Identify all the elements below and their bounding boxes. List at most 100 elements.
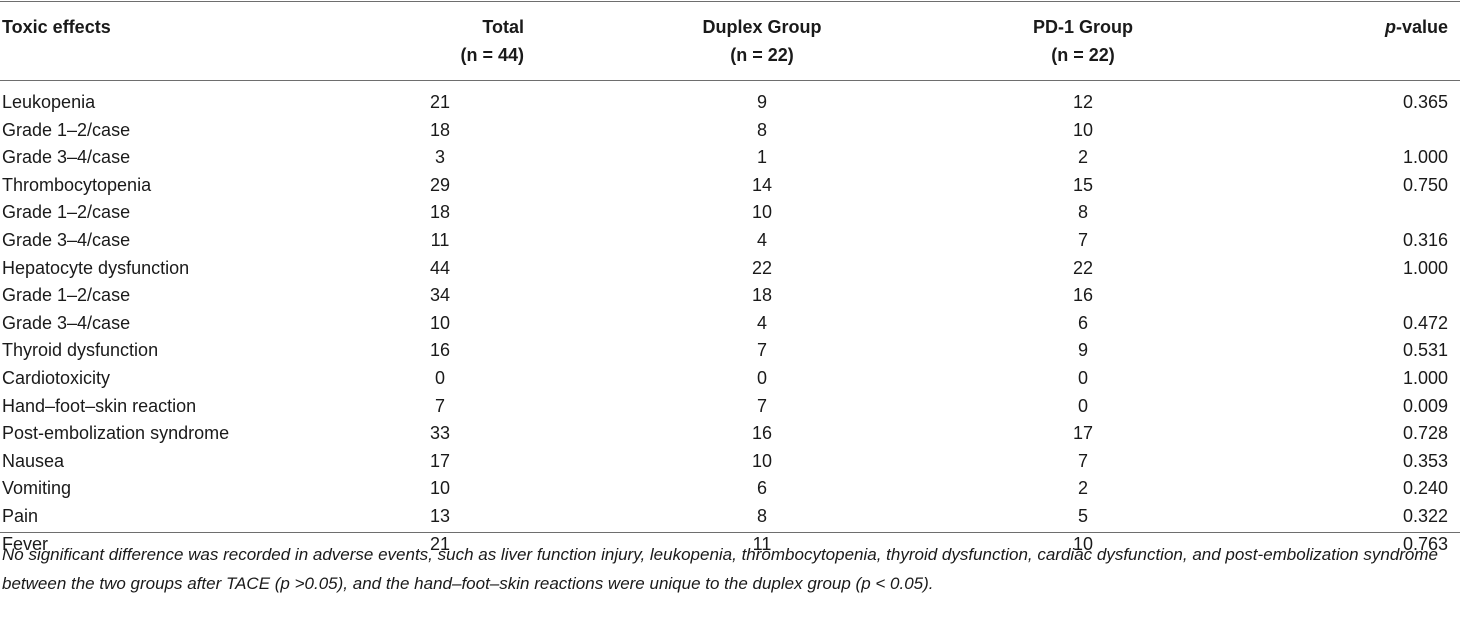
row-p-value: 0.365 <box>1402 92 1448 112</box>
row-total: 44 <box>429 258 451 278</box>
row-p-value: 0.353 <box>1402 451 1448 471</box>
row-p-value: 0.009 <box>1402 396 1448 416</box>
row-pd1: 22 <box>1072 258 1094 278</box>
row-duplex: 1 <box>756 147 767 167</box>
row-pd1: 5 <box>1077 506 1088 526</box>
row-duplex: 7 <box>756 340 767 360</box>
row-label: Hepatocyte dysfunction <box>2 258 190 278</box>
row-duplex: 14 <box>751 175 773 195</box>
row-pd1: 17 <box>1072 423 1094 443</box>
row-total: 33 <box>429 423 451 443</box>
row-total: 10 <box>429 313 451 333</box>
row-p-value: 0.531 <box>1402 340 1448 360</box>
row-pd1: 8 <box>1077 202 1088 222</box>
header-total-label: Total <box>482 17 524 37</box>
row-duplex: 7 <box>756 396 767 416</box>
row-total: 10 <box>429 478 451 498</box>
row-total: 13 <box>429 506 451 526</box>
header-duplex-n: (n = 22) <box>730 45 794 65</box>
row-p-value: 0.240 <box>1402 478 1448 498</box>
table-header-rule <box>0 80 1460 81</box>
row-label: Cardiotoxicity <box>2 368 111 388</box>
row-p-value: 0.750 <box>1402 175 1448 195</box>
row-label: Hand–foot–skin reaction <box>2 396 197 416</box>
table-bottom-rule <box>0 532 1460 533</box>
row-pd1: 10 <box>1072 120 1094 140</box>
row-label: Vomiting <box>2 478 72 498</box>
row-pd1: 2 <box>1077 478 1088 498</box>
header-total-n: (n = 44) <box>460 45 524 65</box>
row-total: 17 <box>429 451 451 471</box>
header-toxic-effects: Toxic effects <box>2 17 111 37</box>
row-total: 34 <box>429 285 451 305</box>
row-duplex: 22 <box>751 258 773 278</box>
row-p-value: 1.000 <box>1402 258 1448 278</box>
row-label: Thyroid dysfunction <box>2 340 159 360</box>
header-duplex-group: Duplex Group (n = 22) <box>652 16 872 66</box>
row-duplex: 9 <box>756 92 767 112</box>
row-p-value: 0.763 <box>1402 534 1448 554</box>
row-pd1: 6 <box>1077 313 1088 333</box>
row-label: Pain <box>2 506 39 526</box>
header-p-value: p-value <box>1385 16 1448 38</box>
row-duplex: 8 <box>756 506 767 526</box>
row-total: 29 <box>429 175 451 195</box>
row-pd1: 2 <box>1077 147 1088 167</box>
row-label: Leukopenia <box>2 92 96 112</box>
row-pd1: 10 <box>1072 534 1094 554</box>
row-pd1: 0 <box>1077 368 1088 388</box>
row-pd1: 15 <box>1072 175 1094 195</box>
row-p-value: 0.472 <box>1402 313 1448 333</box>
row-pd1: 7 <box>1077 230 1088 250</box>
row-total: 21 <box>429 534 451 554</box>
row-label: Grade 3–4/case <box>2 230 131 250</box>
header-p-letter: p <box>1384 17 1396 37</box>
row-pd1: 9 <box>1077 340 1088 360</box>
row-total: 7 <box>434 396 445 416</box>
header-pd1-n: (n = 22) <box>1051 45 1115 65</box>
row-duplex: 16 <box>751 423 773 443</box>
row-p-value: 0.322 <box>1402 506 1448 526</box>
row-duplex: 0 <box>756 368 767 388</box>
row-p-value: 1.000 <box>1402 147 1448 167</box>
row-pd1: 12 <box>1072 92 1094 112</box>
row-label: Thrombocytopenia <box>2 175 152 195</box>
row-total: 11 <box>430 230 450 250</box>
row-label: Fever <box>2 534 49 554</box>
row-label: Grade 3–4/case <box>2 313 131 333</box>
row-duplex: 10 <box>751 202 773 222</box>
row-duplex: 6 <box>756 478 767 498</box>
row-pd1: 0 <box>1077 396 1088 416</box>
row-pd1: 16 <box>1072 285 1094 305</box>
row-duplex: 11 <box>752 534 772 554</box>
row-label: Nausea <box>2 451 65 471</box>
table-top-rule <box>0 1 1460 2</box>
row-label: Grade 3–4/case <box>2 147 131 167</box>
row-total: 0 <box>434 368 445 388</box>
header-pd1-group: PD-1 Group (n = 22) <box>1013 16 1153 66</box>
header-p-suffix: -value <box>1395 17 1448 37</box>
row-label: Grade 1–2/case <box>2 120 131 140</box>
row-duplex: 4 <box>756 230 767 250</box>
table-footnote: No significant difference was recorded i… <box>2 545 1439 593</box>
row-duplex: 4 <box>756 313 767 333</box>
row-total: 3 <box>434 147 445 167</box>
row-total: 18 <box>429 120 451 140</box>
row-total: 18 <box>429 202 451 222</box>
row-total: 16 <box>429 340 451 360</box>
row-label: Post-embolization syndrome <box>2 423 230 443</box>
header-duplex-label: Duplex Group <box>702 17 822 37</box>
row-p-value: 0.316 <box>1402 230 1448 250</box>
row-duplex: 18 <box>751 285 773 305</box>
row-p-value: 1.000 <box>1402 368 1448 388</box>
row-pd1: 7 <box>1077 451 1088 471</box>
row-label: Grade 1–2/case <box>2 202 131 222</box>
row-p-value: 0.728 <box>1402 423 1448 443</box>
row-label: Grade 1–2/case <box>2 285 131 305</box>
row-duplex: 8 <box>756 120 767 140</box>
row-duplex: 10 <box>751 451 773 471</box>
row-total: 21 <box>429 92 451 112</box>
header-total: Total (n = 44) <box>380 16 524 66</box>
header-pd1-label: PD-1 Group <box>1032 17 1133 37</box>
